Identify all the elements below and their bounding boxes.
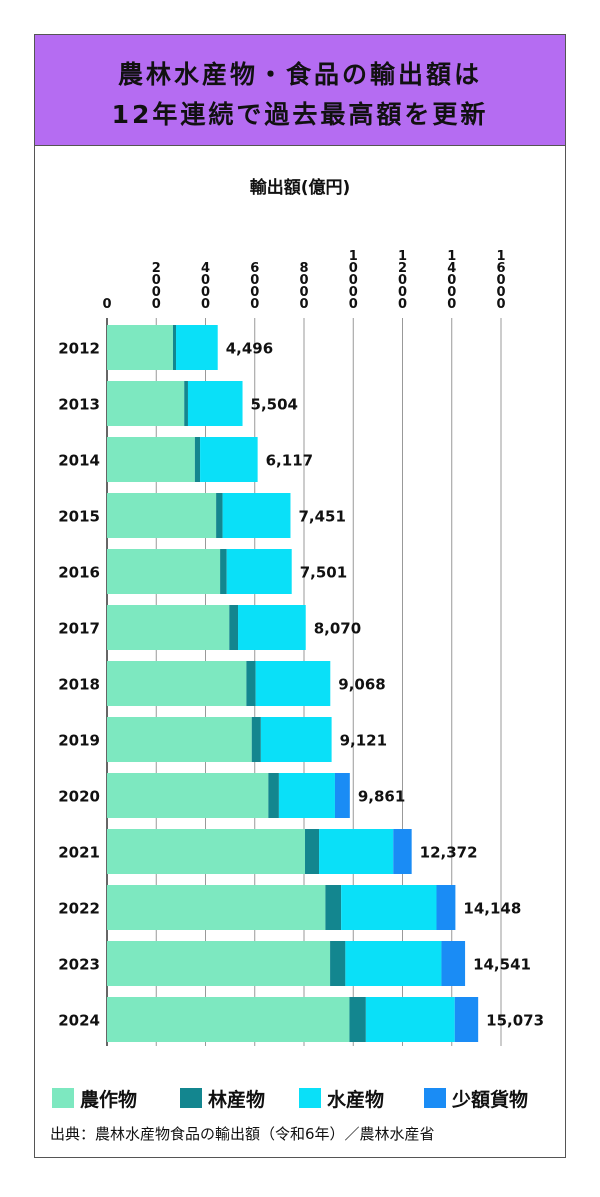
bar-segment [107,885,326,930]
bar-segment [107,661,247,706]
tick-labels: 0 2 0 0 0 4 0 0 0 6 0 0 0 8 0 0 0 1 0 0 0 0 1 2 0 0 0 1 4 0 0 0 1 6 0 0 0 [102,249,505,312]
total-label: 12,372 [420,844,478,862]
category-label: 2021 [58,844,100,862]
legend-label: 少額貨物 [451,1088,528,1111]
bar-segment [436,885,456,930]
bar-segment [365,997,455,1042]
bar-segment [341,885,437,930]
bar-segment [187,381,243,426]
bar-segment [107,325,173,370]
bar-segment [345,941,442,986]
total-label: 5,504 [251,396,298,414]
bar-segment [441,941,466,986]
bar-segment [349,997,366,1042]
category-label: 2018 [58,676,100,694]
total-label: 7,501 [300,564,347,582]
bar-segment [255,661,331,706]
bar-segment [200,437,258,482]
bar-segment [334,773,350,818]
bar-segment [172,325,177,370]
source-note: 出典：農林水産物食品の輸出額（令和6年）／農林水産省 [50,1125,435,1143]
total-label: 6,117 [266,452,313,470]
legend-swatch [52,1088,74,1108]
category-label: 2013 [58,396,100,414]
legend-swatch [424,1088,446,1108]
bar-segment [260,717,332,762]
bar-segment [319,829,394,874]
legend-label: 林産物 [208,1088,265,1111]
bars [107,325,479,1042]
bar-segment [222,493,291,538]
bar-segment [268,773,279,818]
category-label: 2017 [58,620,100,638]
category-label: 2015 [58,508,100,526]
bar-segment [176,325,218,370]
category-labels: 2012 2013 2014 2015 2016 2017 2018 2019 2020 2021… [58,340,100,1030]
legend-label: 農作物 [80,1088,137,1111]
category-label: 2014 [58,452,100,470]
legend-swatch [299,1088,321,1108]
total-labels: 4,496 5,504 6,117 7,451 7,501 8,070 9,068 9,121… [226,340,544,1030]
bar-segment [393,829,412,874]
category-label: 2012 [58,340,100,358]
total-label: 9,861 [358,788,405,806]
legend: 農作物 林産物 水産物 少額貨物 [52,1088,528,1111]
category-label: 2016 [58,564,100,582]
axis-title: 輸出額(億円) [250,177,351,198]
total-label: 14,541 [473,956,531,974]
bar-segment [194,437,201,482]
total-label: 14,148 [463,900,521,918]
total-label: 8,070 [314,620,361,638]
bar-segment [107,549,221,594]
bar-segment [107,493,217,538]
bar-segment [216,493,223,538]
bar-segment [184,381,188,426]
bar-segment [251,717,261,762]
total-label: 15,073 [486,1012,544,1030]
bar-segment [107,437,195,482]
legend-label: 水産物 [327,1088,384,1111]
category-label: 2019 [58,732,100,750]
bar-segment [238,605,306,650]
total-label: 9,121 [340,732,387,750]
bar-segment [107,997,350,1042]
bar-segment [229,605,239,650]
total-label: 7,451 [298,508,345,526]
total-label: 4,496 [226,340,273,358]
bar-segment [107,773,269,818]
total-label: 9,068 [338,676,385,694]
title-band: 農林水産物・食品の輸出額は 12年連続で過去最高額を更新 [35,35,565,146]
bar-segment [330,941,346,986]
category-label: 2022 [58,900,100,918]
bar-segment [220,549,227,594]
bar-segment [325,885,342,930]
bar-segment [226,549,292,594]
category-label: 2023 [58,956,100,974]
category-label: 2024 [58,1012,100,1030]
bar-segment [246,661,256,706]
bar-segment [107,605,230,650]
bar-segment [107,829,306,874]
chart-title-line-2: 12年連続で過去最高額を更新 [111,100,489,129]
category-label: 2020 [58,788,100,806]
chart-title-line-1: 農林水産物・食品の輸出額は [117,60,482,89]
bar-segment [107,717,252,762]
bar-segment [278,773,335,818]
tick-label: 0 [102,297,111,312]
bar-segment [305,829,320,874]
bar-segment [107,381,185,426]
bar-segment [454,997,479,1042]
legend-swatch [180,1088,202,1108]
bar-segment [107,941,331,986]
